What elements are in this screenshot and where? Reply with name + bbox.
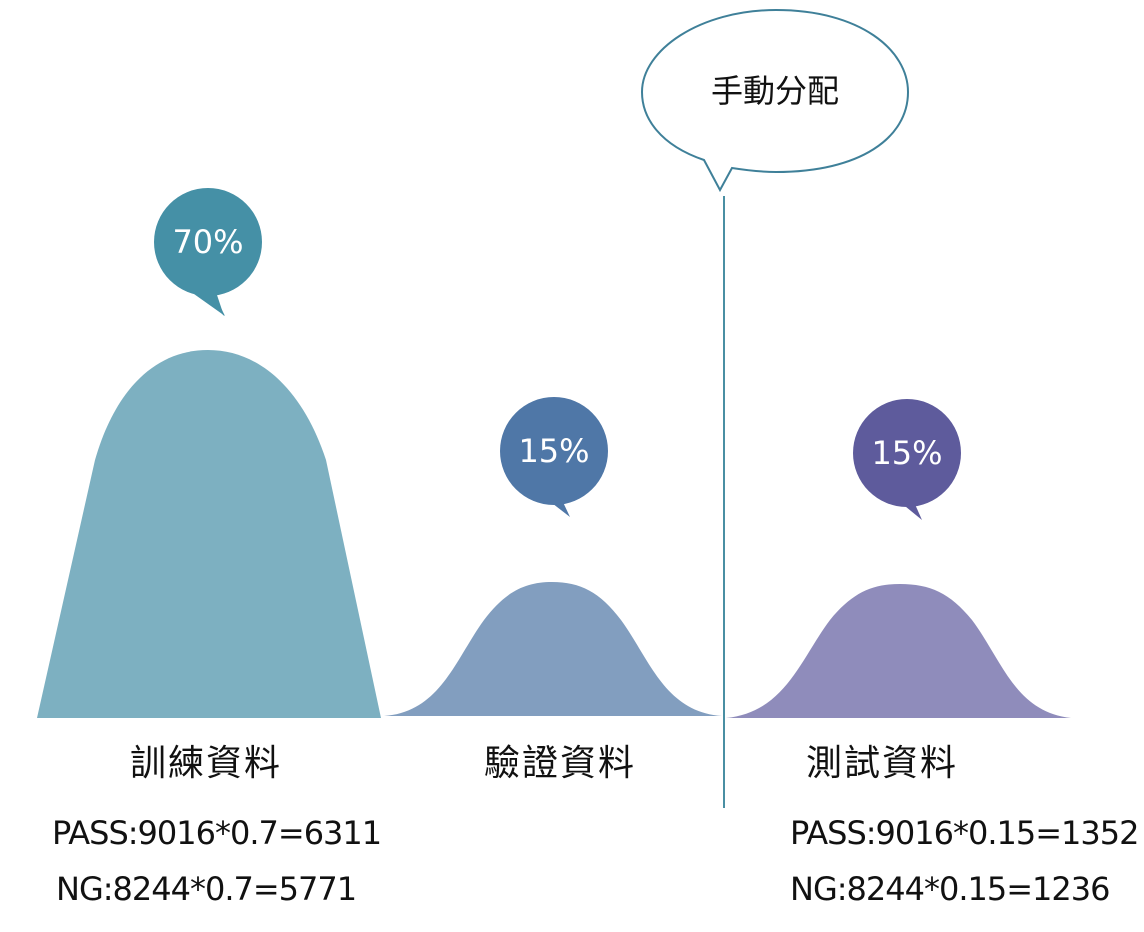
callout-bubble [640,8,910,193]
train-pass-formula: PASS:9016*0.7=6311 [52,814,382,852]
test-percent-label: 15% [871,434,942,472]
train-distribution-shape [37,350,381,718]
test-percent-bubble: 15% [853,399,961,520]
train-ng-formula: NG:8244*0.7=5771 [56,870,357,908]
validation-distribution-shape [384,582,722,716]
train-percent-bubble: 70% [154,188,262,316]
test-ng-formula: NG:8244*0.15=1236 [790,870,1110,908]
test-pass-formula: PASS:9016*0.15=1352 [790,814,1139,852]
validation-percent-label: 15% [518,432,589,470]
test-label: 測試資料 [806,743,959,784]
train-label: 訓練資料 [130,743,283,784]
test-distribution-shape [726,584,1071,718]
validation-label: 驗證資料 [484,743,637,784]
callout-text: 手動分配 [711,72,839,110]
train-percent-label: 70% [172,223,243,261]
validation-percent-bubble: 15% [500,397,608,517]
